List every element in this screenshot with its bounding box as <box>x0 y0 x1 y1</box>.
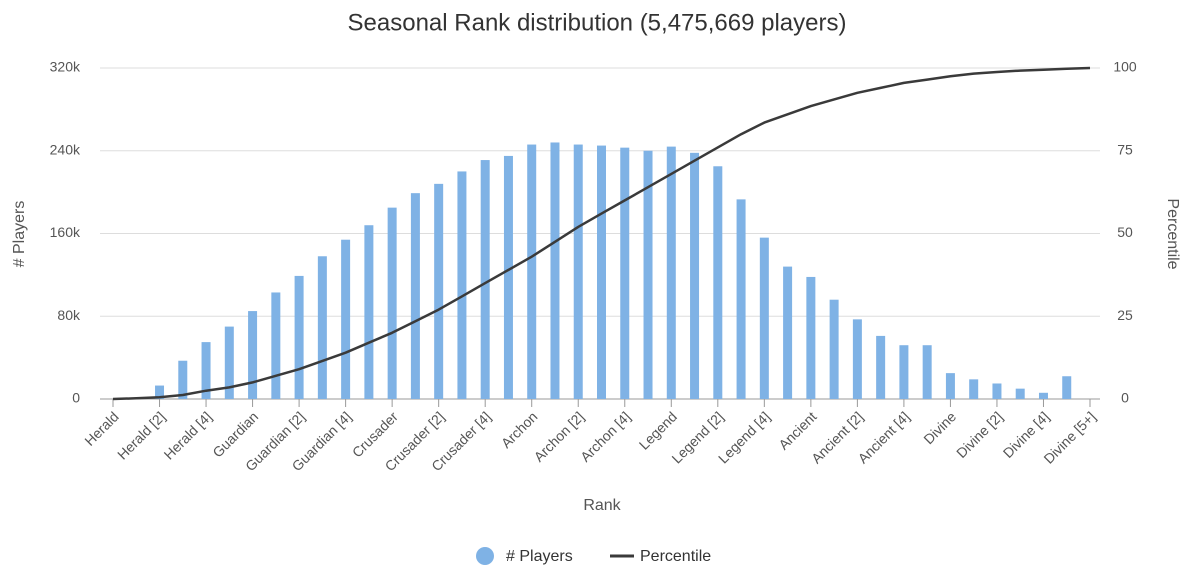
x-tick-label: Divine [2] <box>953 408 1006 461</box>
bar <box>876 335 886 399</box>
bar <box>294 275 304 399</box>
bar <box>643 150 653 399</box>
bar <box>690 152 700 399</box>
x-tick-label: Legend <box>636 408 680 452</box>
bar <box>550 142 560 399</box>
chart-title: Seasonal Rank distribution (5,475,669 pl… <box>348 9 847 36</box>
bar <box>224 326 234 399</box>
legend-label: Percentile <box>640 548 711 565</box>
y2-tick-label: 50 <box>1117 224 1133 240</box>
bar <box>852 319 862 399</box>
bar <box>992 383 1002 399</box>
bar <box>1015 388 1025 399</box>
bar <box>736 199 746 399</box>
bar <box>899 345 909 399</box>
bar <box>341 239 351 399</box>
bar <box>620 147 630 399</box>
x-tick-label: Archon [4] <box>577 408 633 464</box>
bar <box>945 373 955 399</box>
bar <box>457 171 467 399</box>
y-tick-label: 240k <box>50 141 81 157</box>
bar <box>317 256 327 399</box>
y-axis-title: # Players <box>11 201 28 268</box>
bar <box>597 145 606 399</box>
bar <box>969 379 979 399</box>
bar <box>783 266 793 399</box>
bar <box>503 155 513 399</box>
bar <box>155 385 165 399</box>
x-tick-label: Archon <box>498 408 541 451</box>
bar <box>1038 392 1048 399</box>
y-tick-label: 320k <box>50 59 81 75</box>
x-axis-title: Rank <box>583 497 621 514</box>
x-tick-label: Divine <box>920 408 959 447</box>
y2-tick-label: 75 <box>1117 141 1133 157</box>
bar <box>713 166 723 399</box>
line <box>112 66 1091 401</box>
bar <box>527 144 537 399</box>
bar <box>364 225 374 399</box>
legend-swatch <box>476 547 494 565</box>
bar <box>201 342 211 399</box>
x-tick-label: Ancient <box>775 408 819 452</box>
legend-label: # Players <box>506 548 573 565</box>
y2-tick-label: 100 <box>1113 59 1137 75</box>
bar <box>271 292 281 399</box>
bar <box>387 207 397 399</box>
x-tick-label: Herald <box>81 408 121 448</box>
bar <box>1062 376 1072 399</box>
x-tick-label: Herald [2] <box>114 408 168 462</box>
y-tick-label: 80k <box>57 307 81 323</box>
bar <box>178 360 188 399</box>
bar <box>829 299 839 399</box>
bar <box>573 144 583 399</box>
bar <box>666 146 676 399</box>
y2-tick-label: 0 <box>1121 390 1129 406</box>
x-tick-label: Herald [4] <box>161 408 215 462</box>
bar <box>434 183 444 399</box>
bar <box>922 345 932 399</box>
bar <box>480 160 490 399</box>
y2-axis-title: Percentile <box>1164 198 1181 269</box>
y2-tick-label: 25 <box>1117 307 1133 323</box>
bar <box>248 311 258 399</box>
y-tick-label: 0 <box>72 390 80 406</box>
bar <box>410 193 420 399</box>
bar <box>806 276 816 399</box>
bar <box>759 237 769 399</box>
y-tick-label: 160k <box>50 224 81 240</box>
